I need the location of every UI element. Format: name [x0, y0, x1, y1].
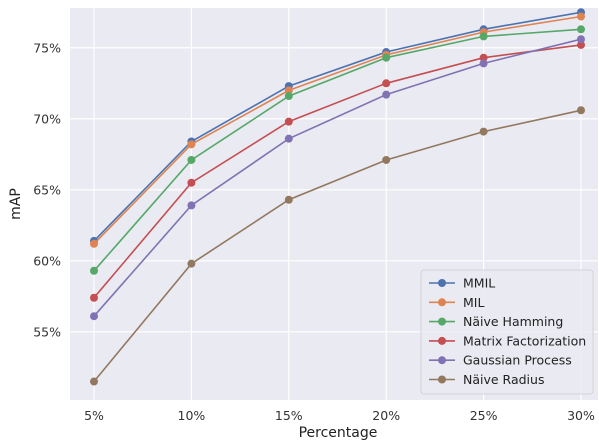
legend-entry: Näive Radius — [429, 372, 544, 387]
series-line — [93, 109, 582, 383]
legend-label: Matrix Factorization — [463, 333, 586, 348]
y-tick-label: 75% — [33, 40, 61, 55]
series-line — [93, 15, 582, 245]
data-point — [187, 155, 196, 164]
legend-entry: Näive Hamming — [429, 314, 563, 329]
legend-label: MIL — [463, 295, 484, 310]
y-axis-label: mAP — [8, 188, 24, 220]
data-point — [90, 312, 98, 321]
data-point — [382, 79, 391, 88]
legend-entry: Gaussian Process — [429, 353, 572, 368]
data-point — [577, 106, 585, 115]
legend-marker — [438, 279, 446, 287]
legend: MMIL MIL Näive Hamming Matrix Factorization… — [420, 269, 594, 395]
data-point — [187, 178, 196, 187]
series-line — [93, 28, 582, 272]
x-axis-ticks: 5% 10% 15% 20% 25% 30% — [84, 408, 595, 423]
series-gaussian-process — [90, 35, 585, 321]
legend-label: MMIL — [463, 276, 495, 291]
series-matrix-factorization — [90, 40, 585, 302]
data-point — [187, 259, 196, 268]
series-n-ive-hamming — [90, 25, 585, 275]
data-point — [90, 377, 98, 386]
data-point — [90, 239, 98, 248]
x-tick-label: 20% — [372, 408, 400, 423]
series-mil — [90, 12, 585, 248]
y-tick-label: 55% — [33, 324, 61, 339]
x-tick-label: 25% — [470, 408, 498, 423]
legend-entry: Matrix Factorization — [429, 333, 586, 348]
y-tick-label: 60% — [33, 253, 61, 268]
data-point — [284, 92, 293, 101]
x-tick-label: 10% — [178, 408, 206, 423]
data-point — [479, 53, 488, 62]
data-point — [577, 40, 585, 49]
data-point — [479, 32, 488, 41]
legend-label: Näive Radius — [463, 372, 544, 387]
data-point — [284, 134, 293, 143]
data-point — [187, 140, 196, 149]
legend-box — [420, 269, 594, 395]
series-n-ive-radius — [90, 106, 585, 386]
y-tick-label: 65% — [33, 182, 61, 197]
legend-label: Näive Hamming — [463, 314, 563, 329]
data-point — [577, 25, 585, 34]
x-tick-label: 15% — [275, 408, 303, 423]
legend-marker — [438, 317, 446, 326]
x-tick-label: 5% — [84, 408, 104, 423]
y-axis-ticks: 55% 60% 65% 70% 75% — [33, 40, 61, 339]
legend-marker — [438, 298, 446, 307]
series-line — [93, 38, 582, 317]
series-line — [93, 11, 582, 242]
data-point — [284, 195, 293, 204]
legend-marker — [438, 375, 446, 384]
data-point — [90, 266, 98, 275]
x-tick-label: 30% — [567, 408, 595, 423]
x-axis-label: Percentage — [299, 425, 378, 441]
data-point — [382, 155, 391, 164]
legend-marker — [438, 356, 446, 365]
data-point — [382, 53, 391, 62]
y-tick-label: 70% — [33, 111, 61, 126]
data-point — [187, 201, 196, 210]
series-line — [93, 44, 582, 299]
data-point — [577, 12, 585, 21]
data-point — [90, 293, 98, 302]
data-point — [382, 90, 391, 99]
data-point — [284, 117, 293, 126]
series-layer — [90, 8, 585, 386]
legend-marker — [438, 336, 446, 345]
legend-entry: MIL — [429, 295, 484, 310]
data-point — [577, 35, 585, 44]
data-point — [479, 127, 488, 136]
legend-label: Gaussian Process — [463, 353, 572, 368]
data-point — [284, 86, 293, 95]
legend-entry: MMIL — [429, 276, 495, 291]
data-point — [479, 59, 488, 68]
